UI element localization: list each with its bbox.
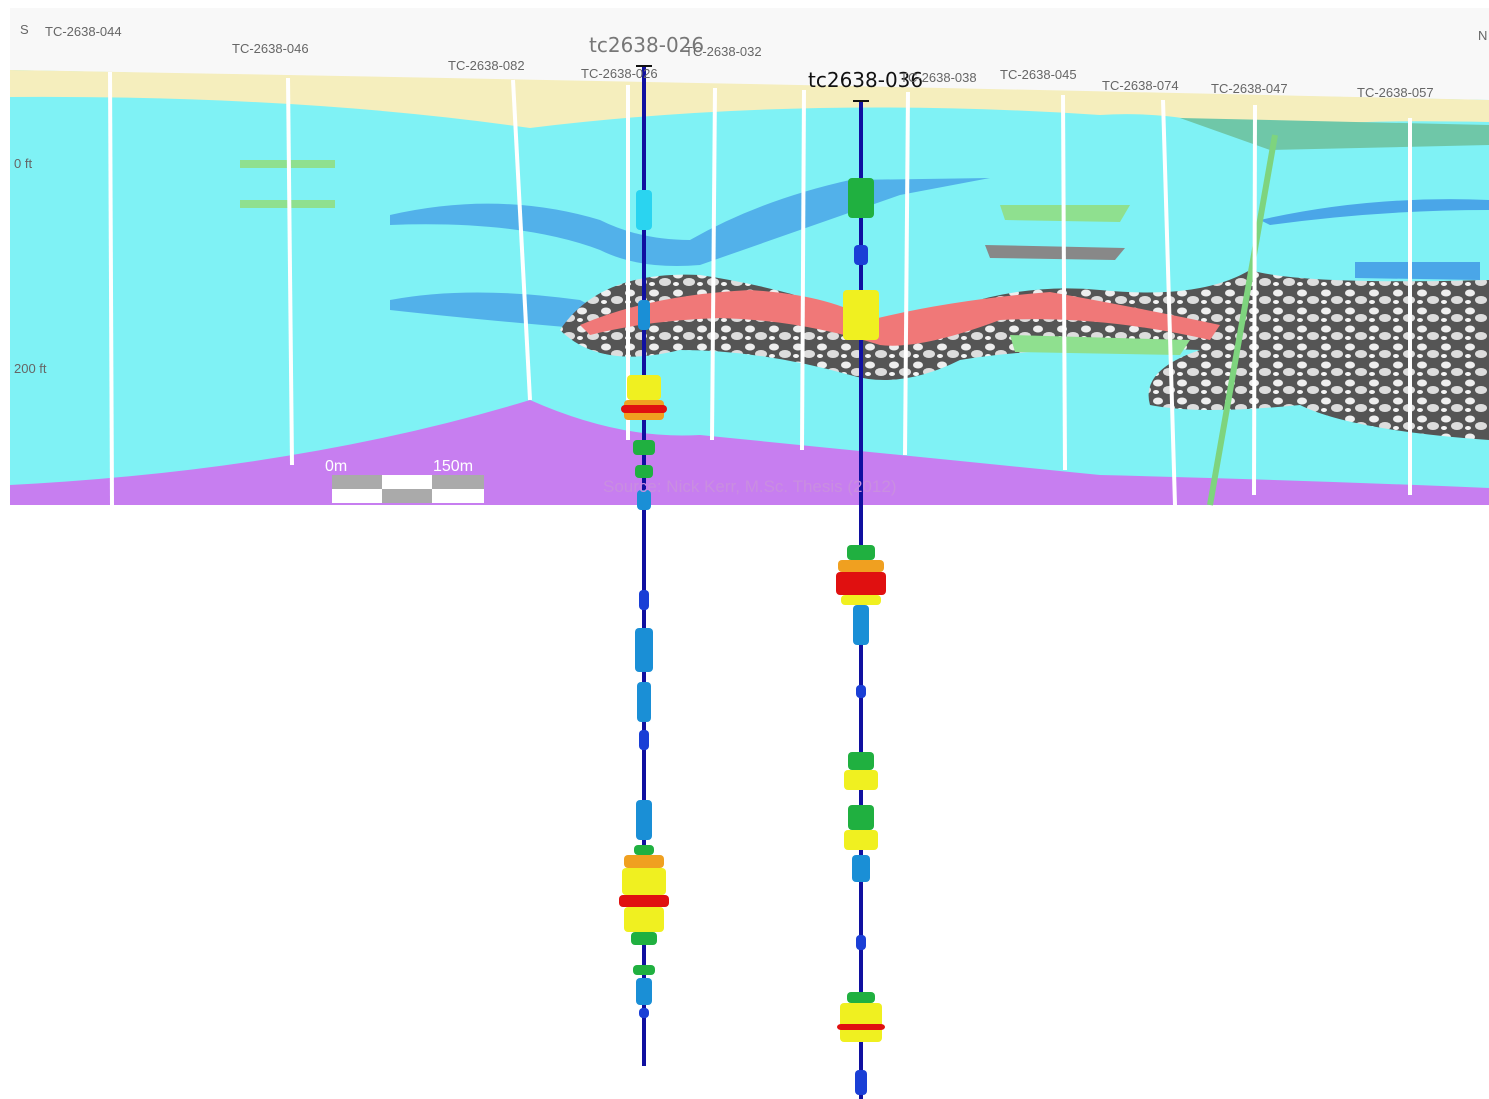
assay-interval [624, 907, 664, 932]
red-horizon [580, 290, 1220, 346]
assay-interval [853, 605, 869, 645]
direction-label: N [1478, 28, 1487, 43]
green-lens [1010, 335, 1190, 355]
assay-interval [636, 978, 652, 1005]
assay-interval [848, 752, 874, 770]
assay-interval [624, 855, 664, 868]
scale-bar [332, 475, 484, 503]
hole-label: TC-2638-057 [1357, 85, 1434, 100]
assay-interval [844, 770, 878, 790]
assay-interval [638, 300, 650, 330]
assay-interval [622, 868, 666, 895]
hole-label: TC-2638-045 [1000, 67, 1077, 82]
hole-label: TC-2638-032 [685, 44, 762, 59]
assay-interval [847, 545, 875, 560]
assay-interval [639, 590, 649, 610]
assay-interval [854, 245, 868, 265]
assay-interval [848, 178, 874, 218]
assay-interval [627, 375, 661, 400]
dolomite-lens [390, 178, 990, 266]
assay-interval [637, 490, 651, 510]
assay-interval [840, 1003, 882, 1042]
assay-interval [633, 965, 655, 975]
depth-label: 0 ft [14, 156, 32, 171]
assay-interval [843, 290, 879, 340]
hole-label: TC-2638-046 [232, 41, 309, 56]
old-hole-traces [108, 71, 1412, 506]
gray-lens [985, 245, 1125, 260]
assay-interval [856, 935, 866, 950]
scale-label: 150m [433, 458, 473, 475]
geology-section [10, 8, 1489, 506]
drillholes [619, 65, 886, 1099]
assay-interval [621, 405, 667, 413]
direction-label: S [20, 22, 29, 37]
assay-interval [844, 830, 878, 850]
assay-interval [636, 800, 652, 840]
dike [1207, 134, 1278, 506]
assay-interval [619, 895, 669, 907]
assay-interval [847, 992, 875, 1003]
assay-interval [856, 685, 866, 698]
hole-label: TC-2638-026 [581, 66, 658, 81]
assay-interval [635, 465, 653, 478]
hole-label: TC-2638-082 [448, 58, 525, 73]
depth-label: 200 ft [14, 361, 47, 376]
assay-interval [635, 628, 653, 672]
overburden [10, 70, 1489, 135]
assay-interval [636, 190, 652, 230]
source-note: Source: Nick Kerr, M.Sc. Thesis (2012) [603, 477, 897, 496]
drillhole-label: tc2638-026 [589, 33, 704, 57]
dolomite-lens [1355, 262, 1480, 280]
assay-interval [631, 932, 657, 945]
assay-interval [639, 730, 649, 750]
hole-label: TC-2638-074 [1102, 78, 1179, 93]
assay-interval [836, 572, 886, 595]
hole-label: TC-2638-047 [1211, 81, 1288, 96]
hole-label: TC-2638-044 [45, 24, 122, 39]
assay-interval [841, 595, 881, 605]
assay-interval [634, 845, 654, 855]
hole-label: TC-2638-038 [900, 70, 977, 85]
drillhole-label: tc2638-036 [808, 68, 923, 92]
labels: S N 0 ft 200 ft 0m 150m Source: Nick Ker… [14, 22, 1487, 496]
scale-label: 0m [325, 458, 347, 475]
assay-interval [855, 1070, 867, 1095]
assay-interval [838, 560, 884, 572]
assay-interval [848, 805, 874, 830]
assay-interval [852, 855, 870, 882]
assay-interval [633, 440, 655, 455]
dolomite-lens [1260, 199, 1489, 225]
assay-interval [837, 1024, 885, 1030]
assay-interval [639, 1008, 649, 1018]
dolomite-lens [390, 292, 607, 330]
assay-interval [637, 682, 651, 722]
